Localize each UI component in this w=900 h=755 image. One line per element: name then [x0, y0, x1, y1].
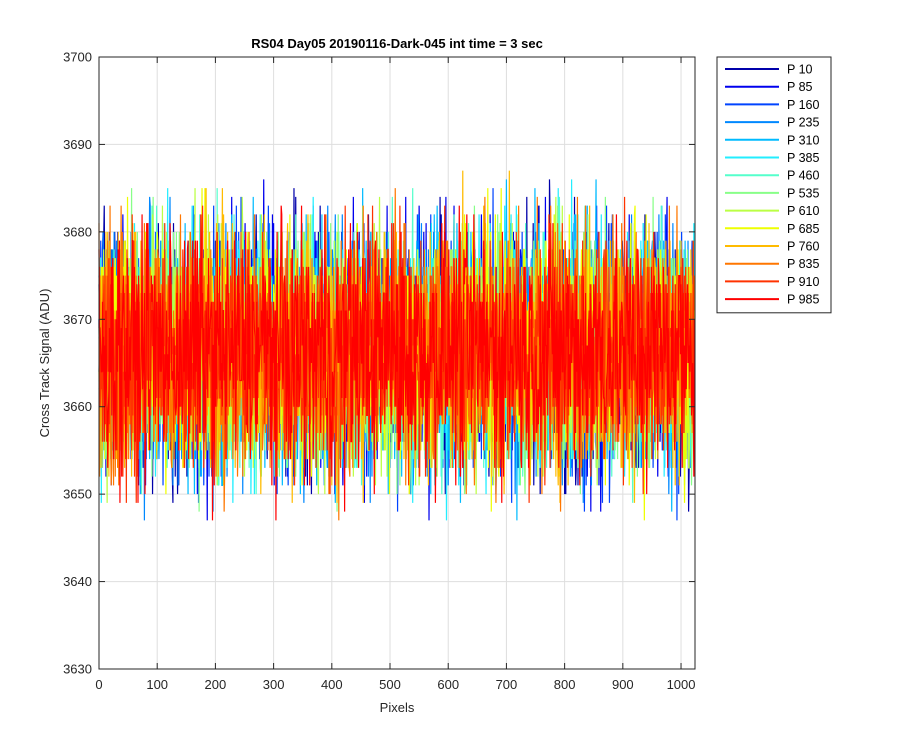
legend-label: P 685 [787, 222, 819, 236]
series-layer [98, 170, 696, 521]
legend-label: P 235 [787, 116, 819, 130]
series-line [98, 205, 696, 521]
x-tick-label: 900 [612, 677, 634, 692]
legend-label: P 160 [787, 98, 819, 112]
x-tick-label: 1000 [667, 677, 696, 692]
legend-label: P 535 [787, 186, 819, 200]
legend-label: P 10 [787, 63, 813, 77]
x-tick-label: 600 [437, 677, 459, 692]
y-tick-label: 3690 [63, 137, 92, 152]
legend-box [716, 56, 832, 314]
x-tick-label: 700 [496, 677, 518, 692]
legend: P 10 P 85 P 160 P 235 P 310 P 385 P 460 P 535 P … [716, 56, 832, 314]
axis-ticks: 0 100 200 300 400 500 600 700 800 900 1000 3630 3640… [63, 50, 695, 693]
x-tick-label: 500 [379, 677, 401, 692]
y-tick-label: 3670 [63, 312, 92, 327]
legend-label: P 835 [787, 257, 819, 271]
chart-title: RS04 Day05 20190116-Dark-045 int time = … [251, 36, 543, 51]
legend-label: P 460 [787, 169, 819, 183]
x-tick-label: 800 [554, 677, 576, 692]
y-tick-label: 3630 [63, 662, 92, 677]
x-tick-label: 100 [146, 677, 168, 692]
x-tick-label: 300 [263, 677, 285, 692]
y-tick-label: 3660 [63, 399, 92, 414]
legend-label: P 910 [787, 275, 819, 289]
legend-label: P 760 [787, 240, 819, 254]
axes-box [98, 56, 696, 670]
legend-label: P 610 [787, 204, 819, 218]
legend-label: P 310 [787, 133, 819, 147]
legend-label: P 85 [787, 80, 813, 94]
x-axis-label: Pixels [380, 700, 415, 715]
legend-label: P 385 [787, 151, 819, 165]
y-tick-label: 3680 [63, 224, 92, 239]
x-tick-label: 0 [95, 677, 102, 692]
x-tick-label: 200 [205, 677, 227, 692]
x-tick-label: 400 [321, 677, 343, 692]
y-axis-label: Cross Track Signal (ADU) [37, 289, 52, 438]
y-tick-label: 3700 [63, 50, 92, 65]
y-tick-label: 3640 [63, 574, 92, 589]
y-tick-label: 3650 [63, 487, 92, 502]
legend-label: P 985 [787, 293, 819, 307]
